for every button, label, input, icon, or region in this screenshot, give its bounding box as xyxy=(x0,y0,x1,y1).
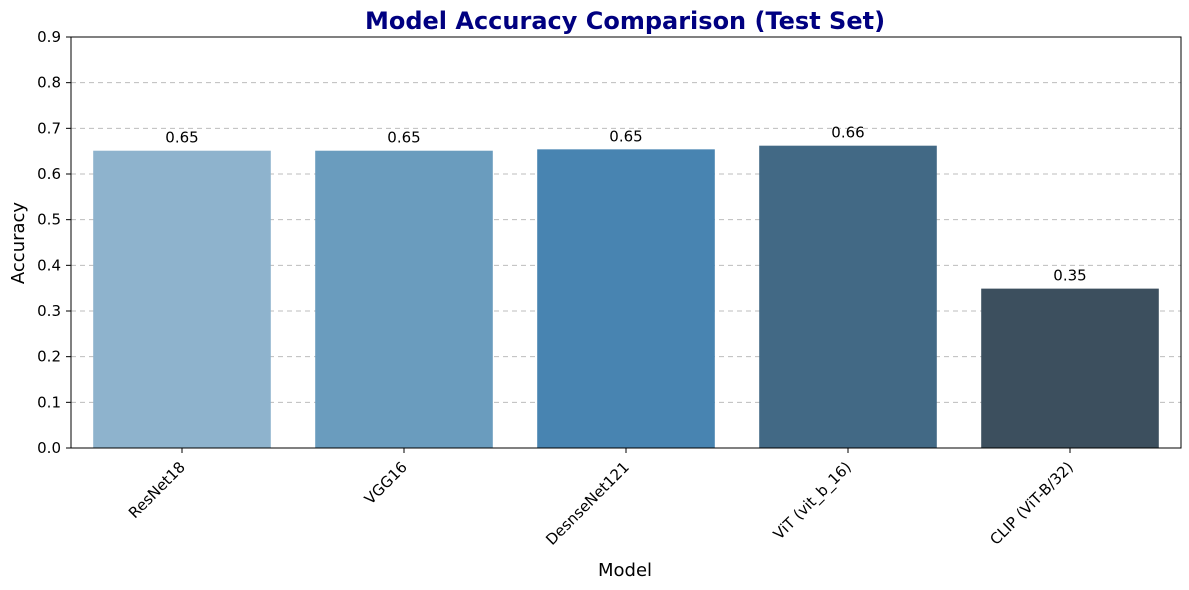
x-axis-ticks: ResNet18 VGG16 DesnseNet121 ViT (vit_b_16) C… xyxy=(125,448,1077,549)
y-tick-label: 0.1 xyxy=(37,393,61,411)
y-tick-label: 0.3 xyxy=(37,302,61,320)
y-tick-label: 0.9 xyxy=(37,28,61,46)
chart-title: Model Accuracy Comparison (Test Set) xyxy=(365,7,885,35)
bar-value-label: 0.66 xyxy=(831,124,864,142)
y-axis-ticks: 0.0 0.1 0.2 0.3 0.4 0.5 0.6 0.7 0.8 0.9 xyxy=(37,28,71,457)
y-tick-label: 0.2 xyxy=(37,348,61,366)
bar xyxy=(93,150,271,448)
x-axis-label: Model xyxy=(598,560,652,581)
bar xyxy=(315,150,493,448)
y-tick-label: 0.0 xyxy=(37,439,61,457)
x-tick-label: VGG16 xyxy=(361,458,411,508)
bar-value-label: 0.65 xyxy=(609,127,642,145)
bar xyxy=(759,145,937,449)
bar xyxy=(537,149,715,448)
x-tick-label: CLIP (ViT-B/32) xyxy=(986,458,1076,548)
bar-value-label: 0.65 xyxy=(165,129,198,147)
data-labels: 0.65 0.65 0.65 0.66 0.35 xyxy=(165,124,1086,285)
y-axis-label: Accuracy xyxy=(8,202,29,285)
x-tick-label: ResNet18 xyxy=(125,458,189,522)
x-tick-label: ViT (vit_b_16) xyxy=(770,458,856,544)
y-tick-label: 0.5 xyxy=(37,211,61,229)
bar xyxy=(981,288,1159,448)
bars xyxy=(93,145,1159,449)
x-tick-label: DesnseNet121 xyxy=(542,458,633,549)
bar-value-label: 0.35 xyxy=(1053,267,1086,285)
y-tick-label: 0.4 xyxy=(37,256,61,274)
y-tick-label: 0.6 xyxy=(37,165,61,183)
y-tick-label: 0.8 xyxy=(37,74,61,92)
y-tick-label: 0.7 xyxy=(37,119,61,137)
bar-value-label: 0.65 xyxy=(387,129,420,147)
